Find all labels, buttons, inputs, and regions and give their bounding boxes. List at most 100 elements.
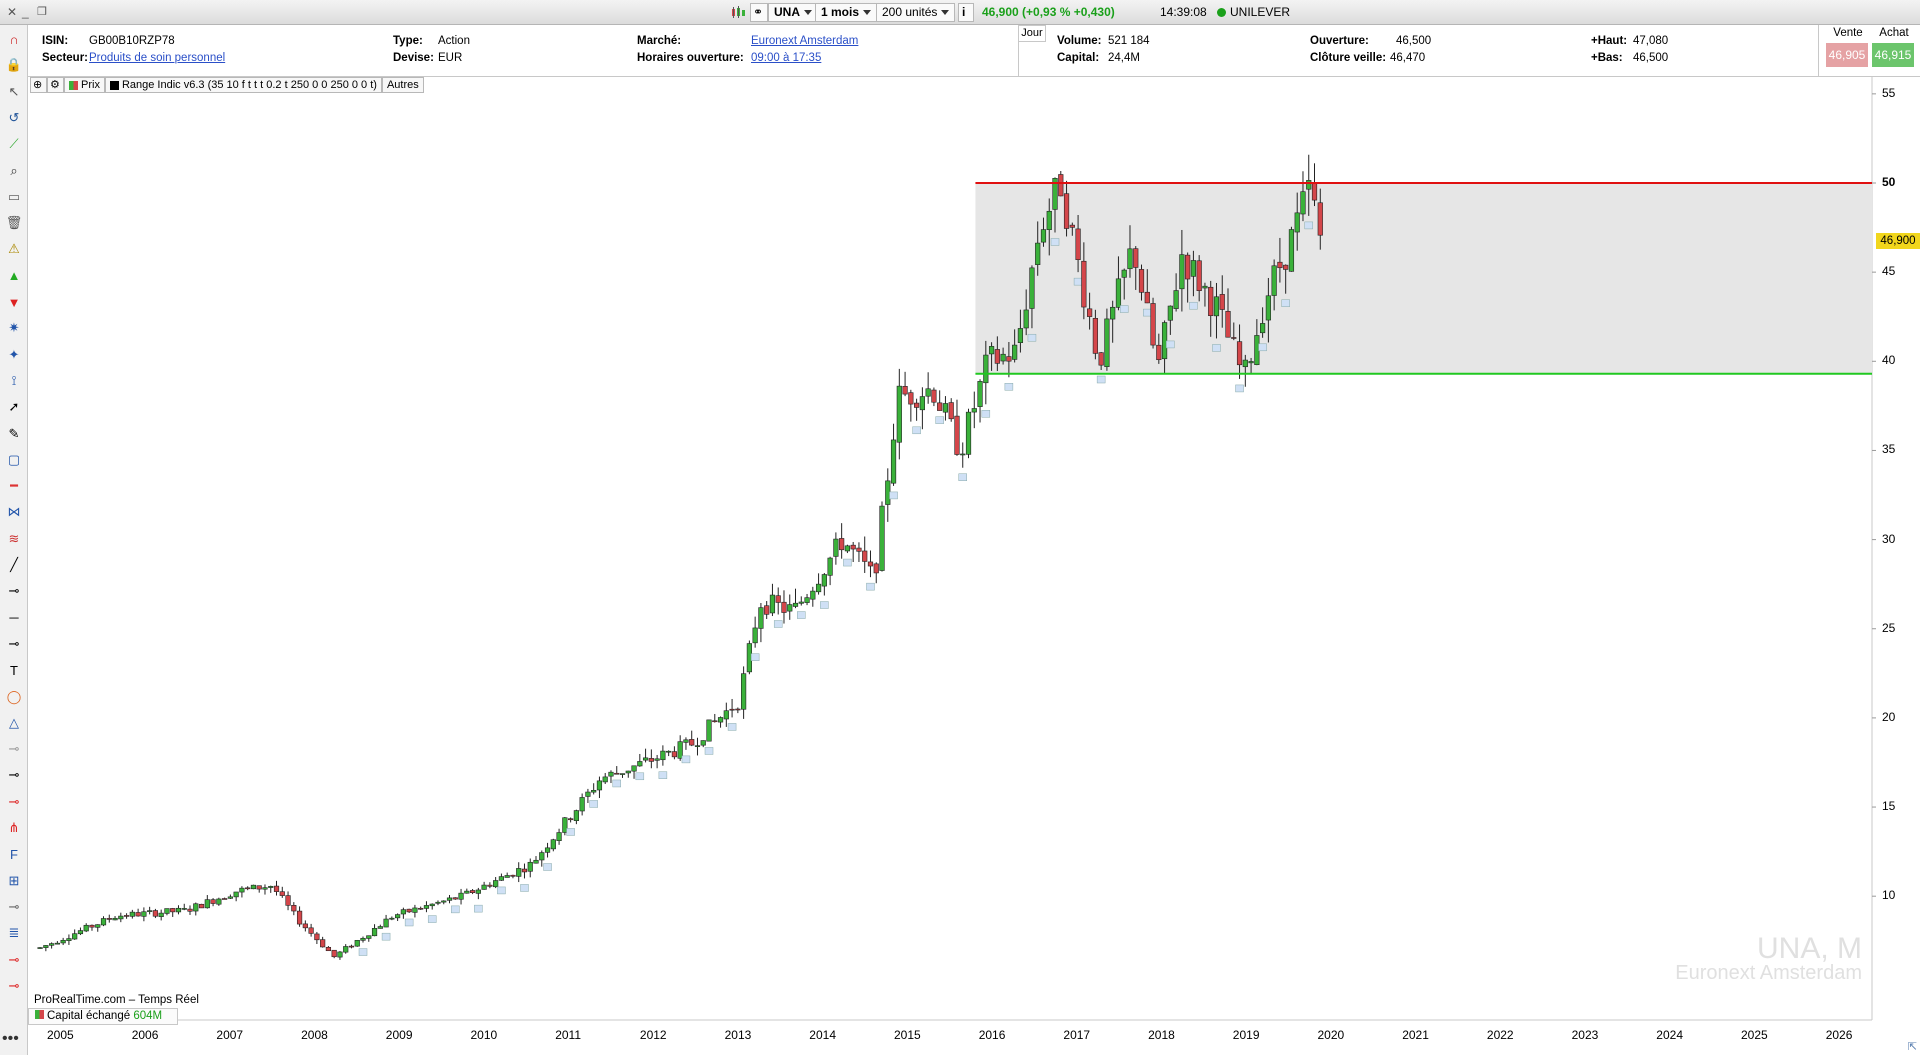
fibonacci-arcs-icon[interactable]: ✦ bbox=[8, 346, 20, 362]
lock-icon[interactable]: 🔒 bbox=[5, 57, 23, 73]
candle bbox=[54, 942, 60, 945]
red-dash-icon[interactable]: ⊸ bbox=[8, 977, 20, 993]
autres-button[interactable]: Autres bbox=[381, 77, 424, 93]
red-line-icon[interactable]: ⊸ bbox=[8, 793, 20, 809]
triangle-icon[interactable]: △ bbox=[9, 714, 19, 730]
info-icon[interactable]: i bbox=[958, 3, 974, 22]
more-options-icon[interactable]: ••• bbox=[2, 1030, 19, 1047]
dividend-marker-icon bbox=[589, 800, 598, 808]
x-tick-label: 2025 bbox=[1741, 1028, 1768, 1042]
link-icon[interactable]: ⚭ bbox=[750, 3, 768, 22]
magnet-icon[interactable]: ∩ bbox=[9, 31, 19, 47]
candle bbox=[1213, 296, 1220, 317]
undo-pointer-icon[interactable]: ↺ bbox=[8, 109, 20, 125]
watermark-market: Euronext Amsterdam bbox=[1675, 962, 1862, 984]
candle bbox=[539, 852, 545, 861]
fibonacci-time-icon[interactable]: F bbox=[10, 846, 18, 862]
candle bbox=[1202, 285, 1208, 289]
candle bbox=[596, 780, 603, 791]
regression-icon[interactable]: ≣ bbox=[8, 925, 20, 941]
dividend-marker-icon bbox=[566, 828, 575, 836]
pencil-icon[interactable]: ✎ bbox=[8, 425, 20, 441]
alert-icon[interactable]: ⚠ bbox=[8, 241, 20, 257]
point-line-icon[interactable]: ⊸ bbox=[8, 767, 20, 783]
capital-exchanged-panel[interactable]: Capital échangé 604M bbox=[28, 1008, 178, 1025]
ellipse-icon[interactable]: ◯ bbox=[6, 688, 22, 704]
line-end-icon[interactable]: ⊸ bbox=[8, 635, 20, 651]
candle bbox=[988, 346, 995, 355]
horaires-link[interactable]: 09:00 à 17:35 bbox=[751, 52, 822, 64]
candle bbox=[1294, 212, 1300, 233]
candle bbox=[614, 772, 620, 775]
dividend-marker-icon bbox=[681, 755, 691, 764]
pointer-icon[interactable]: ↖ bbox=[8, 83, 20, 99]
units-select[interactable]: 200 unités bbox=[876, 3, 956, 22]
marche-link[interactable]: Euronext Amsterdam bbox=[751, 35, 859, 47]
candle bbox=[464, 890, 470, 894]
trendline-icon[interactable]: ⟋ bbox=[9, 136, 19, 152]
trash-icon[interactable]: 🗑 bbox=[5, 215, 23, 231]
horizontal-line-icon[interactable]: ━ bbox=[10, 478, 18, 494]
zoom-icon[interactable]: ⊕ bbox=[30, 77, 47, 93]
dotted-line-icon[interactable]: ⊸ bbox=[8, 898, 20, 914]
arrow-icon[interactable]: ➚ bbox=[8, 399, 20, 415]
expand-icon[interactable]: ⇱ bbox=[1907, 1041, 1917, 1053]
candlestick-chart-icon[interactable] bbox=[730, 6, 746, 19]
candle bbox=[1190, 260, 1197, 277]
candle bbox=[302, 923, 308, 929]
channel-icon[interactable]: ≋ bbox=[8, 530, 20, 546]
candle bbox=[308, 927, 314, 934]
zoom-icon[interactable]: ⌕ bbox=[10, 162, 18, 178]
candle bbox=[1081, 260, 1087, 308]
restore-icon[interactable]: ❐ bbox=[37, 6, 47, 18]
x-tick-label: 2015 bbox=[894, 1028, 921, 1042]
candle bbox=[458, 892, 464, 900]
candle bbox=[1144, 291, 1150, 304]
segment-icon[interactable]: ⊸ bbox=[8, 583, 20, 599]
candle bbox=[77, 930, 84, 935]
candle bbox=[106, 918, 112, 920]
timeframe-tab-jour[interactable]: Jour bbox=[1018, 25, 1046, 42]
candle bbox=[902, 386, 908, 395]
close-icon[interactable]: ✕ bbox=[7, 5, 18, 19]
quote-time: 14:39:08 bbox=[1160, 5, 1207, 19]
candle bbox=[504, 875, 510, 878]
level-icon[interactable]: ─ bbox=[9, 610, 19, 626]
pitchfork-icon[interactable]: ⋔ bbox=[8, 820, 20, 835]
period-select[interactable]: 1 mois bbox=[815, 3, 878, 22]
drawing-toolbar: ∩ 🔒 ↖ ↺ ⟋ ⌕ ▭ 🗑 ⚠ ▲ ▼ ✷ ✦ ⟟ ➚ ✎ ▢ ━ ⋈ ≋ ╱ ⊸ ─ ⊸ T ◯ △ ⊸ ⊸ ⊸ ⋔ F ⊞ ⊸ ≣ ⊸ ⊸ bbox=[0, 25, 28, 1055]
candle bbox=[666, 750, 672, 753]
ruler-icon[interactable]: ▭ bbox=[7, 188, 21, 204]
candle bbox=[1138, 269, 1145, 293]
symbol-select[interactable]: UNA bbox=[768, 3, 818, 22]
fibonacci-fan-icon[interactable]: ⟟ bbox=[11, 372, 17, 388]
fibonacci-icon[interactable]: ✷ bbox=[8, 320, 20, 336]
dividend-marker-icon bbox=[543, 863, 552, 871]
candle bbox=[873, 563, 879, 574]
pattern-icon[interactable]: ⋈ bbox=[7, 504, 21, 520]
bas-value: 46,500 bbox=[1633, 52, 1669, 64]
price-chart[interactable] bbox=[28, 77, 1876, 1027]
candle bbox=[1150, 303, 1156, 346]
minimize-icon[interactable]: _ bbox=[22, 5, 29, 19]
indicator-legend[interactable]: Range Indic v6.3 (35 10 f t t t 0.2 t 25… bbox=[104, 77, 382, 93]
candle bbox=[591, 789, 597, 793]
up-arrow-icon[interactable]: ▲ bbox=[7, 268, 21, 284]
rectangle-icon[interactable]: ▢ bbox=[7, 451, 21, 467]
price-legend[interactable]: Prix bbox=[64, 77, 105, 93]
vertical-icon[interactable]: ⊞ bbox=[8, 872, 20, 888]
settings-icon[interactable]: ⚙ bbox=[47, 77, 64, 93]
red-ray-icon[interactable]: ⊸ bbox=[8, 951, 20, 967]
secteur-link[interactable]: Produits de soin personnel bbox=[89, 52, 226, 64]
devise-label: Devise: bbox=[393, 52, 434, 64]
candle bbox=[1288, 229, 1295, 272]
buy-button[interactable]: 46,915 bbox=[1872, 43, 1914, 67]
candle bbox=[723, 710, 729, 720]
period-label: 1 mois bbox=[821, 5, 860, 19]
candle bbox=[1046, 210, 1052, 230]
ray-icon[interactable]: ⊸ bbox=[8, 741, 20, 757]
line-icon[interactable]: ╱ bbox=[10, 557, 18, 572]
down-arrow-icon[interactable]: ▼ bbox=[7, 294, 21, 310]
sell-button[interactable]: 46,905 bbox=[1826, 43, 1868, 67]
text-icon[interactable]: T bbox=[10, 662, 18, 678]
